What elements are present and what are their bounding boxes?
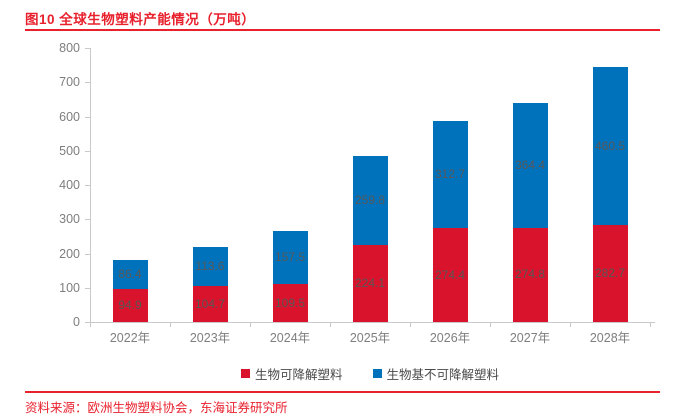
bar-segment <box>352 245 388 322</box>
legend-item: 生物基不可降解塑料 <box>372 364 500 383</box>
x-axis-tick-label: 2024年 <box>269 331 311 345</box>
bar-value-label: 312.7 <box>434 166 466 181</box>
x-axis-line <box>90 322 655 323</box>
bar-segment <box>512 227 548 322</box>
bar-segment <box>432 228 468 322</box>
legend-label: 生物可降解塑料 <box>254 368 343 382</box>
x-axis-tick <box>490 323 491 327</box>
y-axis-tick <box>85 82 90 84</box>
bar-segment <box>512 103 548 228</box>
bar-segment <box>592 67 628 226</box>
bar-segment <box>192 247 228 287</box>
y-axis-tick-label: 200 <box>59 246 80 261</box>
bar-value-label: 157.5 <box>274 250 306 265</box>
legend-item: 生物可降解塑料 <box>240 364 343 383</box>
x-axis-tick-label: 2026年 <box>429 331 471 345</box>
x-axis-tick <box>250 323 251 327</box>
y-axis-tick-label: 700 <box>59 75 80 90</box>
y-axis-line <box>90 48 91 322</box>
title-underline <box>25 29 660 31</box>
y-axis-tick <box>85 116 90 118</box>
bar-segment <box>432 120 468 228</box>
legend-swatch-icon <box>372 369 382 378</box>
y-axis-tick <box>85 287 90 289</box>
x-axis-tick-label: 2028年 <box>589 331 631 345</box>
bar-value-label: 274.8 <box>514 267 546 282</box>
x-axis-tick-label: 2025年 <box>349 331 391 345</box>
chart-legend: 生物可降解塑料 生物基不可降解塑料 <box>90 364 650 383</box>
y-axis-tick <box>85 150 90 152</box>
x-axis-tick <box>330 323 331 327</box>
bar-value-label: 259.8 <box>354 193 386 208</box>
y-axis-tick <box>85 185 90 186</box>
bar-value-label: 113.6 <box>195 259 225 274</box>
bar-segment <box>352 156 388 246</box>
legend-label: 生物基不可降解塑料 <box>386 368 500 382</box>
figure-source: 资料来源：欧洲生物塑料协会，东海证券研究所 <box>25 401 288 415</box>
y-axis-tick <box>85 322 90 323</box>
bar-value-label: 282.7 <box>594 266 626 281</box>
bar-value-label: 109.5 <box>274 295 306 310</box>
bar-segment <box>272 230 308 285</box>
y-axis-tick-label: 100 <box>59 280 80 295</box>
y-axis-tick-label: 300 <box>59 212 80 227</box>
y-axis-tick <box>85 48 90 49</box>
bar-value-label: 460.5 <box>594 138 626 153</box>
x-axis-tick <box>410 323 411 327</box>
x-axis-tick-label: 2022年 <box>109 331 151 345</box>
y-axis-tick-label: 600 <box>59 109 80 124</box>
bar-segment <box>112 259 148 290</box>
bar-value-label: 224.1 <box>354 276 386 291</box>
y-axis-tick-label: 0 <box>73 315 80 329</box>
y-axis-tick-label: 400 <box>59 178 80 192</box>
x-axis-tick <box>570 323 571 327</box>
bar-value-label: 104.7 <box>194 296 226 311</box>
y-axis-tick-label: 500 <box>59 143 80 158</box>
y-axis-tick <box>85 219 90 221</box>
source-divider <box>25 391 660 393</box>
bar-value-label: 364.4 <box>514 157 546 172</box>
x-axis-tick <box>90 323 91 327</box>
y-axis-tick-label: 800 <box>59 41 80 55</box>
bar-segment <box>272 284 308 322</box>
legend-swatch-icon <box>240 369 250 378</box>
bar-value-label: 86.4 <box>118 267 142 282</box>
x-axis-tick <box>170 323 171 327</box>
bar-value-label: 94.9 <box>118 298 142 313</box>
x-axis-tick-label: 2023年 <box>189 331 231 345</box>
bar-value-label: 274.4 <box>434 267 466 282</box>
bar-segment <box>192 286 228 322</box>
x-axis-tick <box>650 323 651 327</box>
x-axis-tick-label: 2027年 <box>509 331 551 345</box>
y-axis-tick <box>85 253 90 255</box>
figure-title: 图10 全球生物塑料产能情况（万吨） <box>25 12 256 27</box>
bar-segment <box>592 225 628 322</box>
bar-segment <box>112 289 148 322</box>
